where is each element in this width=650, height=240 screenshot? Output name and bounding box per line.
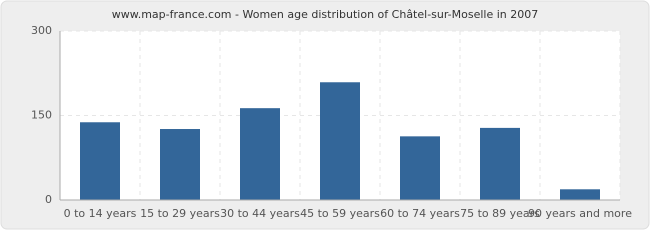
bar xyxy=(320,82,360,200)
y-tick-label: 300 xyxy=(31,24,52,37)
x-tick-label: 60 to 74 years xyxy=(380,207,460,220)
bar xyxy=(160,129,200,200)
x-tick-label: 30 to 44 years xyxy=(220,207,300,220)
bar xyxy=(80,122,120,200)
x-tick-label: 45 to 59 years xyxy=(300,207,380,220)
x-tick-label: 75 to 89 years xyxy=(460,207,540,220)
x-tick-label: 90 years and more xyxy=(528,207,632,220)
bar xyxy=(480,127,520,200)
x-tick-label: 0 to 14 years xyxy=(64,207,137,220)
chart-title: www.map-france.com - Women age distribut… xyxy=(112,8,539,21)
bar xyxy=(400,136,440,200)
y-tick-label: 0 xyxy=(45,193,52,206)
bar xyxy=(560,189,600,200)
bar xyxy=(240,108,280,200)
x-tick-label: 15 to 29 years xyxy=(140,207,220,220)
y-tick-label: 150 xyxy=(31,109,52,122)
chart: www.map-france.com - Women age distribut… xyxy=(0,0,650,230)
